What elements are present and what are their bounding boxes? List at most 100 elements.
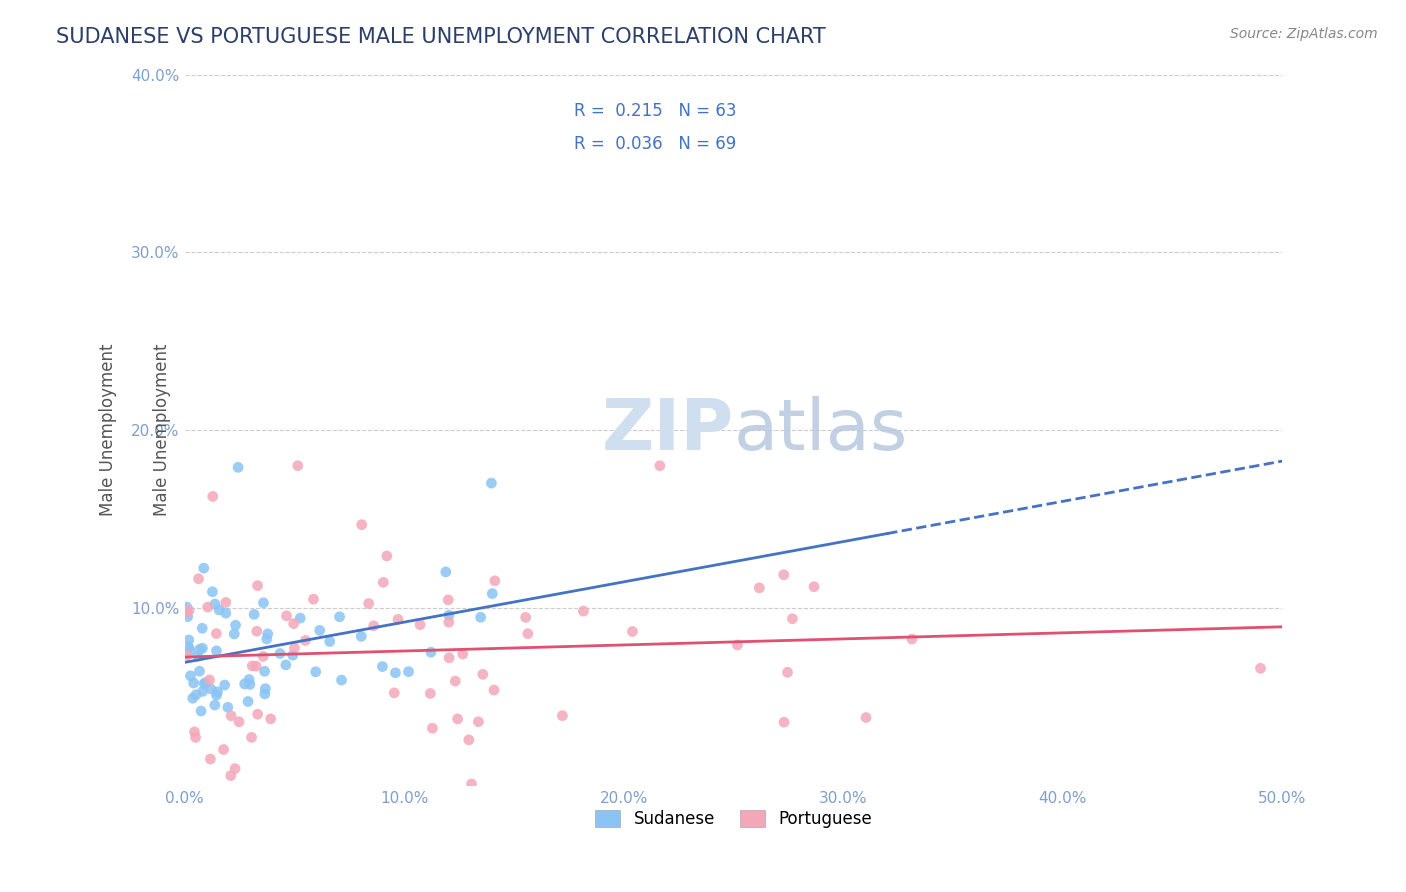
Point [180,669,202,683]
Point [188,642,211,657]
Point [226,460,249,475]
Point [283,640,305,655]
Point [252,649,274,664]
Point [357,597,380,611]
Point [437,615,460,630]
Point [181,691,204,706]
Point [191,641,214,656]
Point [215,606,238,620]
Point [183,724,205,739]
Point [329,609,352,624]
Point [200,681,222,696]
Point [205,688,228,702]
Text: atlas: atlas [734,396,908,465]
Point [260,712,283,726]
Point [276,608,298,623]
Point [287,458,309,473]
Point [437,608,460,623]
Point [253,665,276,679]
Point [245,659,267,673]
Point [773,715,796,730]
Point [444,674,467,689]
Y-axis label: Male Unemployment: Male Unemployment [153,344,170,516]
Point [193,676,215,690]
Text: SUDANESE VS PORTUGUESE MALE UNEMPLOYMENT CORRELATION CHART: SUDANESE VS PORTUGUESE MALE UNEMPLOYMENT… [56,27,825,46]
Point [420,645,443,659]
Point [371,659,394,673]
Point [253,687,276,701]
Point [855,710,877,724]
Point [208,603,231,617]
Point [233,677,256,691]
Point [621,624,644,639]
Point [434,565,457,579]
Point [204,698,226,712]
Point [782,612,804,626]
Point [200,752,222,766]
Point [228,714,250,729]
Point [437,650,460,665]
Point [191,684,214,698]
Point [246,707,269,722]
Point [176,609,198,624]
Point [201,490,224,504]
Y-axis label: Male Unemployment: Male Unemployment [100,344,117,516]
Point [252,596,274,610]
Point [201,584,224,599]
Point [375,549,398,563]
Point [470,610,492,624]
Point [437,593,460,607]
Point [451,647,474,661]
Point [254,681,277,696]
Point [748,581,770,595]
Point [246,579,269,593]
Point [269,647,291,661]
Point [243,607,266,622]
Point [204,597,226,611]
Point [224,627,246,641]
Point [219,768,242,782]
Point [177,640,200,654]
Point [184,688,207,702]
Point [419,686,441,700]
Point [215,595,238,609]
Point [398,665,420,679]
Point [256,627,278,641]
Point [382,686,405,700]
Point [212,742,235,756]
Point [274,657,297,672]
Point [1250,661,1272,675]
Text: R =  0.036   N = 69: R = 0.036 N = 69 [574,136,737,153]
Point [373,575,395,590]
Point [217,700,239,714]
Point [246,624,269,639]
Point [409,617,432,632]
Point [207,685,229,699]
Point [302,592,325,607]
Point [191,621,214,635]
Point [197,600,219,615]
Text: Source: ZipAtlas.com: Source: ZipAtlas.com [1230,27,1378,41]
Point [446,712,468,726]
Point [516,626,538,640]
Point [219,709,242,723]
Point [319,634,342,648]
Point [515,610,537,624]
Point [256,632,278,646]
Point [330,673,353,688]
Point [198,673,221,687]
Point [290,611,312,625]
Point [187,572,209,586]
Point [294,633,316,648]
Point [467,714,489,729]
Point [240,731,263,745]
Point [772,567,794,582]
Point [177,632,200,647]
Point [183,676,205,690]
Point [572,604,595,618]
Point [471,667,494,681]
Point [224,762,246,776]
Point [422,721,444,735]
Point [238,673,260,687]
Point [481,586,503,600]
